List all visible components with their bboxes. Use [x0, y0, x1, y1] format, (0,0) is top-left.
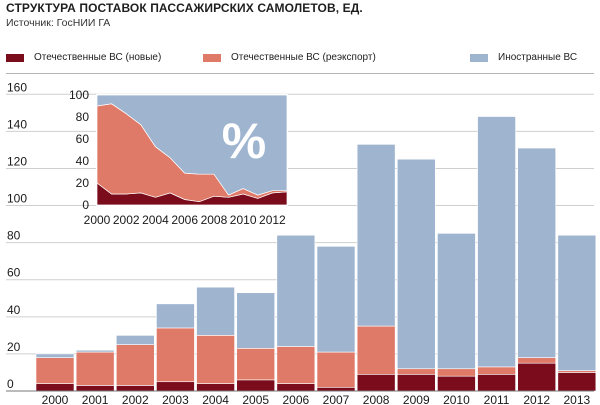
- legend-swatch: [203, 53, 221, 62]
- inset-y-tick-label: 80: [76, 110, 90, 124]
- y-tick-label: 140: [7, 117, 27, 131]
- percent-label: %: [222, 113, 266, 169]
- legend-swatch: [470, 53, 488, 62]
- x-tick-label: 2012: [523, 393, 550, 405]
- y-tick-label: 160: [7, 80, 27, 94]
- y-tick-label: 120: [7, 154, 27, 168]
- bar-segment: [35, 383, 75, 392]
- legend-item-domestic-new: Отечественные ВС (новые): [6, 52, 161, 63]
- bar-segment: [276, 383, 316, 392]
- bar-segment: [396, 368, 436, 375]
- x-tick-label: 2008: [363, 393, 390, 405]
- bar-segment: [196, 286, 235, 336]
- bar-segment: [196, 383, 235, 392]
- inset-x-tick-label: 2006: [171, 213, 198, 227]
- bar-segment: [477, 116, 516, 368]
- x-tick-label: 2010: [443, 393, 470, 405]
- chart-title: СТРУКТУРА ПОСТАВОК ПАССАЖИРСКИХ САМОЛЕТО…: [6, 1, 363, 15]
- bar-segment: [115, 344, 155, 386]
- inset-y-tick-label: 40: [76, 154, 90, 168]
- x-tick-label: 2013: [564, 393, 591, 405]
- x-tick-label: 2005: [242, 393, 269, 405]
- bar-segment: [356, 325, 396, 375]
- inset-y-tick-label: 0: [82, 198, 89, 212]
- bar-segment: [196, 335, 235, 384]
- inset-x-tick-label: 2010: [230, 213, 257, 227]
- bar-segment: [75, 385, 115, 392]
- legend-label: Иностранные ВС: [498, 52, 578, 63]
- inset-x-tick-label: 2008: [201, 213, 228, 227]
- bar-segment: [236, 348, 276, 381]
- y-tick-label: 20: [7, 340, 21, 354]
- inset-x-tick-label: 2004: [142, 213, 169, 227]
- bar-segment: [316, 246, 356, 353]
- bar-segment: [156, 327, 195, 383]
- x-tick-label: 2007: [323, 393, 350, 405]
- x-tick-label: 2001: [82, 393, 109, 405]
- bar-segment: [396, 374, 436, 392]
- legend-label: Отечественные ВС (реэкспорт): [231, 52, 376, 63]
- bar-segment: [236, 292, 276, 349]
- inset-x-tick-label: 2000: [84, 213, 111, 227]
- x-tick-label: 2002: [122, 393, 149, 405]
- legend-item-foreign: Иностранные ВС: [470, 52, 577, 63]
- bar-segment: [557, 372, 597, 392]
- bar-segment: [115, 385, 155, 392]
- bar-segment: [75, 351, 115, 386]
- bar-segment: [557, 234, 597, 371]
- bar-segment: [35, 357, 75, 384]
- x-tick-label: 2011: [484, 393, 510, 405]
- bar-segment: [276, 346, 316, 384]
- bar-segment: [156, 381, 195, 392]
- legend: Отечественные ВС (новые) Отечественные В…: [0, 52, 600, 68]
- x-tick-label: 2009: [403, 393, 430, 405]
- x-tick-label: 2000: [42, 393, 69, 405]
- legend-swatch: [6, 53, 24, 62]
- bar-segment: [35, 353, 75, 358]
- inset-y-tick-label: 100: [69, 88, 89, 102]
- bar-segment: [437, 375, 476, 392]
- bar-segment: [356, 144, 396, 327]
- x-tick-label: 2004: [202, 393, 229, 405]
- bar-segment: [236, 379, 276, 392]
- bar-segment: [276, 234, 316, 347]
- inset-y-tick-label: 20: [76, 176, 90, 190]
- y-tick-label: 80: [7, 229, 21, 243]
- inset-y-tick-label: 60: [76, 132, 90, 146]
- x-tick-label: 2003: [162, 393, 189, 405]
- bar-segment: [517, 357, 557, 364]
- legend-label: Отечественные ВС (новые): [34, 52, 162, 63]
- bar-segment: [156, 303, 195, 329]
- legend-divider: [6, 73, 594, 74]
- bar-segment: [75, 349, 115, 353]
- bar-segment: [396, 158, 436, 370]
- inset-x-tick-label: 2002: [113, 213, 140, 227]
- y-tick-label: 0: [7, 377, 14, 391]
- bar-segment: [437, 368, 476, 377]
- y-tick-label: 100: [7, 192, 27, 206]
- area-series: [96, 94, 288, 196]
- bar-segment: [356, 374, 396, 392]
- bar-segment: [517, 362, 557, 392]
- y-tick-label: 60: [7, 266, 21, 280]
- y-tick-label: 40: [7, 303, 21, 317]
- inset-x-tick-label: 2012: [259, 213, 286, 227]
- bar-segment: [517, 147, 557, 358]
- bar-segment: [115, 335, 155, 345]
- bar-segment: [316, 351, 356, 388]
- legend-item-domestic-reexport: Отечественные ВС (реэкспорт): [203, 52, 376, 63]
- x-tick-label: 2006: [283, 393, 310, 405]
- bar-segment: [316, 386, 356, 392]
- bar-segment: [477, 366, 516, 375]
- source-note: Источник: ГосНИИ ГА: [6, 17, 111, 29]
- bar-segment: [437, 233, 476, 370]
- bar-segment: [477, 374, 516, 392]
